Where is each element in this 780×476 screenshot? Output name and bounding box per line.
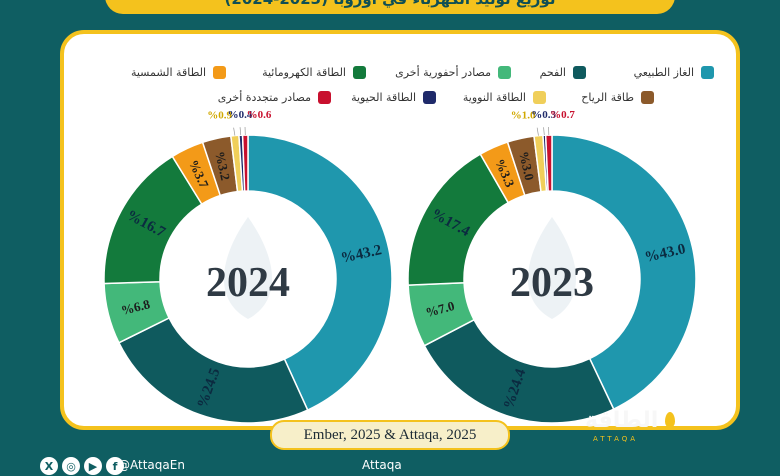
chart-panel: الغاز الطبيعي الفحم مصادر أحفورية أخرى ا… — [60, 30, 740, 430]
drop-icon — [665, 412, 675, 428]
title-bar: توزيع توليد الكهرباء في أوروبا (2023-202… — [105, 0, 675, 14]
instagram-icon[interactable]: ◎ — [62, 457, 80, 475]
leader-line — [544, 127, 545, 135]
slice-label-2024-8: %0.6 — [247, 109, 272, 121]
center-year-label: 2023 — [510, 260, 594, 306]
source-text: Ember, 2025 & Attaqa, 2025 — [304, 427, 477, 444]
center-year-label: 2024 — [206, 260, 290, 306]
leader-line — [234, 128, 235, 136]
page-title: توزيع توليد الكهرباء في أوروبا (2023-202… — [225, 0, 556, 8]
donut-charts: %43.2%24.5%6.8%16.7%3.7%3.2%0.9%0.4%0.62… — [64, 34, 736, 426]
logo-arabic: الطاقة — [585, 408, 658, 433]
x-icon[interactable]: X — [40, 457, 58, 475]
leader-line — [537, 128, 538, 136]
leader-line — [240, 127, 241, 135]
slice-label-2023-8: %0.7 — [550, 109, 575, 121]
social-icons: X ◎ ▶ f — [40, 456, 124, 476]
attaqa-logo: الطاقة ATTAQA — [585, 408, 675, 444]
source-note: Ember, 2025 & Attaqa, 2025 — [270, 420, 510, 450]
youtube-icon[interactable]: ▶ — [84, 457, 102, 475]
logo-latin: ATTAQA — [593, 435, 638, 443]
